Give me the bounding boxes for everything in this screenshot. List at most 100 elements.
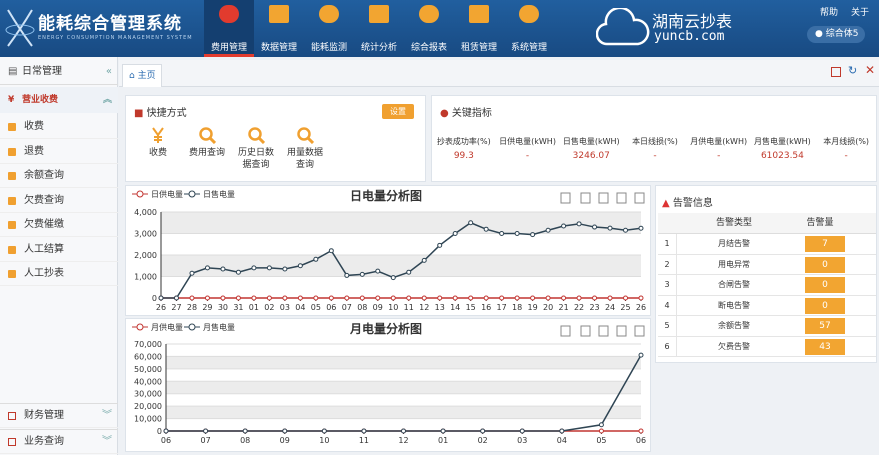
quick-item[interactable]: 费用查询: [185, 126, 229, 181]
nav-bar: 费用管理 数据管理 能耗监测 统计分析 综合报表 租赁管理 系统管理: [204, 0, 554, 57]
data-point: [173, 295, 179, 301]
kpi-item: 抄表成功率(%) 99.3: [432, 136, 496, 161]
nav-item[interactable]: 综合报表: [404, 0, 454, 57]
x-tick-label: 01: [438, 436, 448, 445]
alarm-count[interactable]: 43: [805, 338, 845, 355]
kpi-value: 61023.54: [760, 151, 804, 161]
x-tick-label: 26: [156, 303, 166, 312]
data-point: [401, 428, 406, 434]
quick-panel: ■ 快捷方式 设置 收费 费用查询 历史日数据查询 用量数据查询: [125, 95, 426, 182]
data-point: [545, 295, 551, 301]
nav-item[interactable]: 能耗监测: [304, 0, 354, 57]
y-tick-label: 2,000: [134, 251, 157, 260]
about-link[interactable]: 关于: [851, 8, 870, 18]
sidebar-title-text: 日常管理: [22, 66, 62, 77]
nav-item[interactable]: 费用管理: [204, 0, 254, 57]
quick-icon: [199, 127, 216, 144]
alarm-count[interactable]: 7: [805, 236, 845, 252]
x-tick-label: 06: [326, 303, 336, 312]
sidebar-group[interactable]: 业务查询 ︾: [0, 429, 118, 454]
x-tick-label: 02: [264, 303, 274, 312]
alarm-count[interactable]: 0: [805, 297, 845, 314]
data-point: [483, 295, 489, 301]
data-point: [519, 428, 525, 434]
kpi-item: 日售电量(kWH) 3246.07: [559, 136, 623, 161]
alarm-count[interactable]: 57: [805, 318, 845, 334]
help-link[interactable]: 帮助: [820, 8, 839, 18]
quick-item[interactable]: 用量数据查询: [283, 126, 327, 181]
alarm-count[interactable]: 0: [805, 256, 845, 273]
sidebar-item[interactable]: 欠费催缴: [0, 213, 118, 237]
quick-item[interactable]: 历史日数据查询: [234, 126, 278, 181]
sidebar-item[interactable]: 余额查询: [0, 164, 118, 188]
nav-item[interactable]: 统计分析: [354, 0, 404, 57]
nav-item[interactable]: 租赁管理: [454, 0, 504, 57]
sidebar-item[interactable]: 收费: [0, 115, 118, 139]
x-tick-label: 05: [596, 436, 606, 445]
nav-icon-shape: [269, 5, 289, 23]
sidebar-item-icon: [8, 147, 16, 156]
close-others[interactable]: [831, 67, 841, 77]
sidebar-item[interactable]: 人工抄表: [0, 262, 118, 286]
nav-item[interactable]: 数据管理: [254, 0, 304, 57]
kpi-label: 月售电量(kWH): [754, 137, 811, 146]
alarm-row: 5 余额告警 57: [658, 316, 876, 337]
data-point: [344, 272, 350, 278]
nav-item[interactable]: 系统管理: [504, 0, 554, 57]
sidebar-item-label: 退费: [24, 145, 44, 157]
legend-label: 日供电量: [151, 189, 183, 199]
close[interactable]: ✕: [865, 63, 876, 77]
data-point: [440, 428, 446, 434]
x-tick-label: 28: [187, 303, 197, 312]
monthly-chart-panel: 月电量分析图 0 10,000 20,000 30,000 40,000 50,000 60,…: [125, 318, 651, 452]
data-point: [203, 428, 209, 434]
alarm-col: 告警类型: [715, 218, 752, 228]
sidebar-item[interactable]: 欠费查询: [0, 189, 118, 213]
data-point: [437, 242, 443, 248]
x-tick-label: 20: [543, 303, 553, 312]
alarm-index: 6: [658, 336, 677, 357]
kpi-label: 抄表成功率(%): [436, 137, 491, 146]
data-point: [297, 263, 303, 269]
refresh[interactable]: ↻: [848, 64, 858, 77]
user-menu[interactable]: ● 综合体5: [807, 26, 865, 43]
sidebar-groups: 财务管理 ︾ 业务查询 ︾: [0, 403, 118, 455]
y-tick-label: 3,000: [134, 230, 157, 239]
data-point: [483, 226, 489, 232]
kpi-title-text: 关键指标: [451, 108, 492, 119]
sidebar-group[interactable]: 财务管理 ︾: [0, 403, 118, 428]
sidebar-item-label: 欠费查询: [24, 194, 64, 206]
data-point: [235, 269, 241, 275]
quick-item[interactable]: 收费: [136, 126, 180, 181]
chart-title: 月电量分析图: [349, 321, 422, 336]
sidebar-item-icon: [8, 221, 16, 229]
alarm-index: 3: [658, 275, 677, 295]
settings-button[interactable]: 设置: [382, 104, 414, 119]
sidebar-item-label: 收费: [24, 121, 44, 132]
kpi-item: 本月线损(%) -: [814, 136, 878, 161]
nav-icon-shape: [319, 5, 339, 23]
data-point: [189, 270, 195, 276]
data-point: [282, 295, 288, 301]
alarm-title: ▲ 告警信息: [662, 198, 713, 209]
sidebar-group-label: 业务查询: [24, 436, 64, 447]
sidebar-item-icon: [8, 123, 16, 131]
x-tick-label: 04: [557, 436, 567, 445]
y-tick-label: 20,000: [134, 402, 162, 411]
legend-label: 日售电量: [203, 189, 235, 199]
cloud-logo: [596, 8, 650, 46]
data-point: [638, 295, 644, 301]
alarm-header: 告警类型 告警量: [658, 213, 876, 234]
data-point: [421, 257, 427, 263]
home-tab[interactable]: ⌂ 主页: [122, 64, 162, 87]
x-tick-label: 03: [280, 303, 290, 312]
kpi-value: 99.3: [453, 151, 474, 161]
alarm-row: 6 欠费告警 43: [658, 336, 876, 357]
alarm-count[interactable]: 0: [805, 277, 845, 293]
sidebar-item[interactable]: 人工结算: [0, 238, 118, 262]
sidebar-item[interactable]: 退费: [0, 140, 118, 164]
toolbox-icon: [634, 192, 645, 204]
daily-chart: 日电量分析图 0 1,000 2,000 3,000 4,000 26 27 28 29 30 31 0…: [132, 188, 646, 312]
sidebar-section[interactable]: ¥ 营业收费 ︽: [0, 87, 118, 113]
